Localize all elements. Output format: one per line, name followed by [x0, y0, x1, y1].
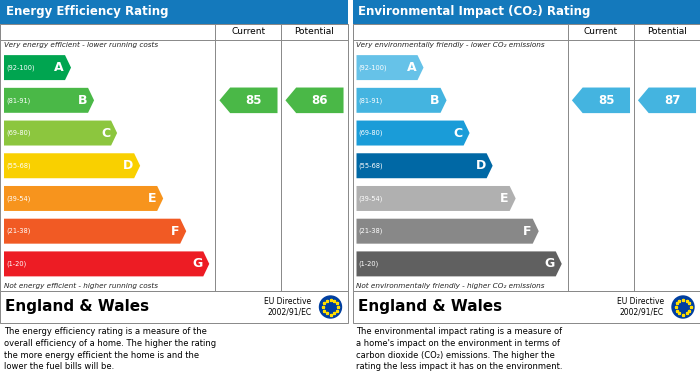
Circle shape [319, 296, 342, 318]
Text: Environmental Impact (CO₂) Rating: Environmental Impact (CO₂) Rating [358, 5, 591, 18]
Text: D: D [123, 159, 133, 172]
Polygon shape [286, 88, 344, 113]
Text: E: E [148, 192, 156, 205]
Text: G: G [192, 257, 202, 271]
Text: 87: 87 [664, 94, 680, 107]
Text: C: C [101, 127, 110, 140]
Text: (81-91): (81-91) [6, 97, 30, 104]
Text: Not energy efficient - higher running costs: Not energy efficient - higher running co… [4, 283, 158, 289]
Polygon shape [356, 219, 539, 244]
Text: (81-91): (81-91) [358, 97, 383, 104]
Text: Very energy efficient - lower running costs: Very energy efficient - lower running co… [4, 42, 158, 48]
Polygon shape [219, 88, 277, 113]
Text: E: E [500, 192, 509, 205]
Text: F: F [523, 225, 532, 238]
Polygon shape [4, 153, 140, 178]
Bar [0, 291, 347, 323]
Text: (69-80): (69-80) [6, 130, 31, 136]
Text: C: C [454, 127, 463, 140]
Text: (55-68): (55-68) [6, 163, 31, 169]
Polygon shape [356, 55, 424, 80]
Polygon shape [4, 186, 163, 211]
Text: (69-80): (69-80) [358, 130, 383, 136]
Polygon shape [4, 88, 94, 113]
Text: (39-54): (39-54) [358, 195, 383, 202]
Text: The energy efficiency rating is a measure of the
overall efficiency of a home. T: The energy efficiency rating is a measur… [4, 327, 216, 371]
Text: (21-38): (21-38) [358, 228, 383, 235]
Text: EU Directive
2002/91/EC: EU Directive 2002/91/EC [617, 297, 664, 317]
Text: Potential: Potential [295, 27, 335, 36]
Text: Potential: Potential [647, 27, 687, 36]
Text: B: B [78, 94, 87, 107]
Text: Current: Current [232, 27, 265, 36]
Text: (92-100): (92-100) [6, 65, 34, 71]
Polygon shape [356, 120, 470, 145]
Polygon shape [356, 88, 447, 113]
Polygon shape [638, 88, 696, 113]
Polygon shape [356, 186, 516, 211]
Text: F: F [171, 225, 179, 238]
Text: 86: 86 [312, 94, 328, 107]
Circle shape [672, 296, 694, 318]
Text: A: A [55, 61, 64, 74]
Text: Very environmentally friendly - lower CO₂ emissions: Very environmentally friendly - lower CO… [356, 42, 545, 48]
Text: Current: Current [584, 27, 618, 36]
Text: (21-38): (21-38) [6, 228, 30, 235]
Text: (1-20): (1-20) [358, 261, 379, 267]
Text: England & Wales: England & Wales [358, 300, 502, 314]
Text: (92-100): (92-100) [358, 65, 387, 71]
Polygon shape [4, 120, 117, 145]
Text: 85: 85 [246, 94, 262, 107]
Polygon shape [4, 251, 209, 276]
Polygon shape [356, 153, 493, 178]
Text: (1-20): (1-20) [6, 261, 27, 267]
Bar [0, 0, 347, 24]
Text: (55-68): (55-68) [358, 163, 383, 169]
Text: (39-54): (39-54) [6, 195, 30, 202]
Text: 85: 85 [598, 94, 615, 107]
Polygon shape [572, 88, 630, 113]
Text: EU Directive
2002/91/EC: EU Directive 2002/91/EC [265, 297, 312, 317]
Text: Not environmentally friendly - higher CO₂ emissions: Not environmentally friendly - higher CO… [356, 283, 545, 289]
Bar [0, 24, 347, 40]
Text: A: A [407, 61, 416, 74]
Bar [0, 24, 347, 291]
Text: Energy Efficiency Rating: Energy Efficiency Rating [6, 5, 169, 18]
Polygon shape [4, 55, 71, 80]
Polygon shape [4, 219, 186, 244]
Text: G: G [545, 257, 555, 271]
Bar [353, 24, 700, 291]
Text: The environmental impact rating is a measure of
a home's impact on the environme: The environmental impact rating is a mea… [356, 327, 563, 371]
Text: England & Wales: England & Wales [5, 300, 149, 314]
Bar [353, 291, 700, 323]
Polygon shape [356, 251, 562, 276]
Text: D: D [475, 159, 486, 172]
Bar [353, 24, 700, 40]
Bar [353, 0, 700, 24]
Text: B: B [430, 94, 440, 107]
